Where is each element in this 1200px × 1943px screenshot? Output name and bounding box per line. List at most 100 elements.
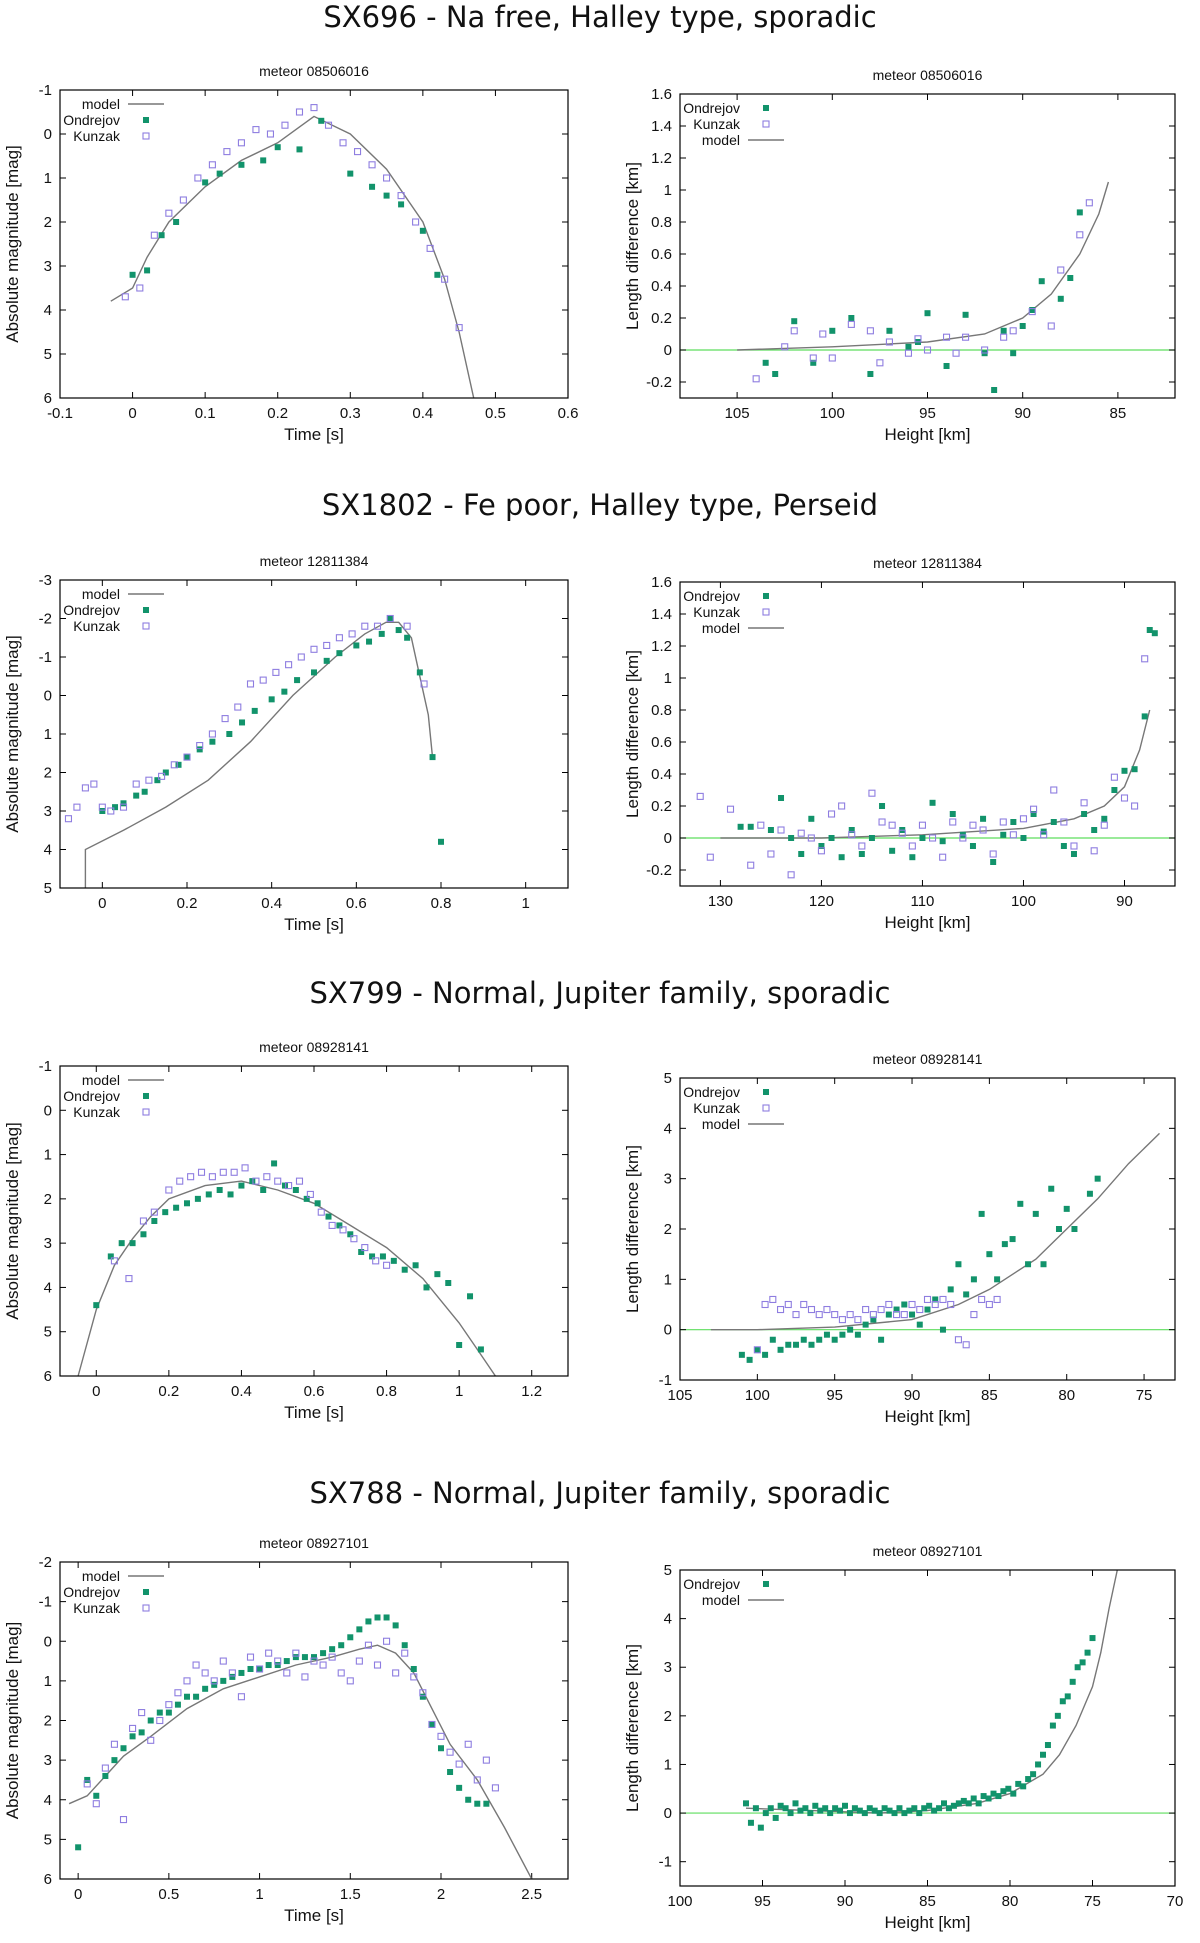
ondrejov-point [325,1213,332,1220]
ondrejov-point [808,815,815,822]
ondrejov-point [950,1802,957,1809]
legend-marker [143,607,149,613]
ondrejov-point [378,630,385,637]
plot-frame [59,579,569,889]
kunzak-point [373,1661,382,1669]
y-axis-label: Absolute magnitude [mag] [3,635,22,833]
ondrejov-point [477,1346,484,1353]
kunzak-point [455,1760,463,1768]
ondrejov-point [220,1677,227,1684]
y-tick-label: 1 [44,726,52,743]
ondrejov-point [387,615,394,622]
ondrejov-point [762,1810,769,1817]
y-tick-label: 3 [664,1171,672,1188]
kunzak-point [401,1649,409,1657]
ondrejov-point [238,161,245,168]
x-axis-label: Height [km] [885,913,971,932]
ondrejov-point [754,1346,761,1353]
ondrejov-point [906,1807,913,1814]
kunzak-point [317,1208,325,1216]
kunzak-point [139,1217,148,1225]
ondrejov-point [752,1805,759,1812]
kunzak-point [455,324,463,332]
ondrejov-point [772,371,779,377]
kunzak-point [696,792,704,800]
plot-frame [679,1077,1176,1381]
kunzak-point [372,1257,380,1265]
x-tick-label: 95 [754,1893,771,1910]
y-tick-label: 2 [664,1221,672,1238]
x-tick-label: 0.6 [346,895,367,912]
ondrejov-point [353,642,360,649]
kunzak-point [187,1173,195,1181]
kunzak-point [420,680,428,688]
kunzak-point [107,807,115,815]
legend-marker [142,1604,150,1612]
legend-label: model [82,1072,120,1088]
kunzak-point [119,803,128,811]
ondrejov-point [329,1646,336,1653]
length-difference-plot: meteor 08928141 105 100 95 90 85 80 75 -1 0 1 2 3 4 5O… [623,1051,1176,1426]
y-tick-label: 5 [664,1070,672,1087]
x-tick-label: 75 [1084,1893,1101,1910]
ondrejov-point [886,327,893,334]
legend-label: model [702,620,740,636]
ondrejov-point [798,851,805,857]
ondrejov-point [456,1342,463,1348]
kunzak-point [1009,831,1017,839]
chart-title: meteor 12811384 [873,555,982,571]
ondrejov-point [1063,1205,1070,1212]
ondrejov-point [1055,1226,1062,1232]
y-tick-label: 1 [664,670,672,687]
kunzak-point [281,121,289,129]
kunzak-point [373,622,382,630]
kunzak-point [1131,802,1139,810]
y-axis-label: Length difference [km] [623,162,642,330]
ondrejov-point [939,838,946,845]
kunzak-point [981,346,989,354]
legend-label: Ondrejov [63,602,120,618]
light-curve-plot: meteor 08928141 0 0.2 0.4 0.6 0.8 1 1.2 -1 0 1 2 3 4 5… [3,1039,569,1422]
legend-label: Kunzak [73,618,121,634]
kunzak-point [110,1740,118,1748]
ondrejov-point [184,1693,190,1700]
kunzak-point [761,1300,769,1309]
chart-title: meteor 12811384 [260,553,369,569]
ondrejov-point [133,792,140,799]
plot-area [743,1570,1118,1831]
ondrejov-point [991,387,998,393]
x-tick-label: 0.5 [485,405,506,422]
y-tick-label: 2 [44,765,52,782]
ondrejov-point [737,823,744,830]
ondrejov-point [129,1240,136,1247]
y-tick-label: 5 [44,1831,52,1848]
kunzak-point [954,1336,962,1344]
kunzak-point [1009,327,1017,335]
kunzak-point [266,130,275,138]
legend-marker [143,1093,149,1099]
ondrejov-point [205,1191,212,1198]
x-tick-label: 0.5 [158,1886,179,1903]
x-tick-label: 0 [128,405,136,422]
light-curve-plot: meteor 08927101 0 0.5 1 1.5 2 2.5 -2 -1 0 1 2 3 4 5 6 mo… [3,1535,569,1925]
ondrejov-point [447,1769,454,1776]
ondrejov-point [379,1253,386,1260]
y-tick-label: 1 [44,170,52,187]
y-tick-label: 6 [44,1368,52,1385]
y-tick-label: 2 [44,1713,52,1730]
ondrejov-point [1089,1635,1096,1642]
kunzak-point [428,1720,436,1729]
ondrejov-point [1040,1751,1046,1758]
y-tick-label: 4 [44,1279,52,1296]
kunzak-point [263,1173,271,1181]
x-tick-label: 100 [1011,893,1036,910]
kunzak-point [283,1669,291,1677]
ondrejov-point [846,1810,853,1817]
legend-label: Ondrejov [683,588,740,604]
kunzak-point [237,139,245,147]
legend-label: model [82,1568,120,1584]
x-tick-label: 80 [1058,1387,1075,1404]
kunzak-point [800,1300,808,1309]
model-curve [68,1644,533,1879]
kunzak-point [192,1661,200,1669]
